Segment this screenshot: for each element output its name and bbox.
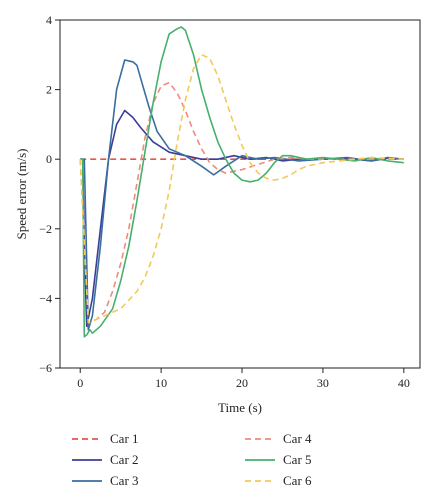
series-line-car-2 bbox=[80, 109, 404, 328]
y-tick-label: −6 bbox=[39, 361, 52, 375]
plot-frame bbox=[59, 19, 421, 369]
legend-label: Car 3 bbox=[110, 473, 139, 488]
legend: Car 1 Car 2 Car 3 Car 4 Car 5 Car 6 bbox=[72, 431, 312, 488]
legend-label: Car 6 bbox=[283, 473, 312, 488]
y-tick-label: 0 bbox=[46, 152, 52, 166]
legend-entry-car-1: Car 1 bbox=[72, 431, 139, 446]
x-tick-label: 10 bbox=[155, 376, 167, 390]
plot-area bbox=[59, 19, 421, 369]
legend-entry-car-5: Car 5 bbox=[245, 452, 312, 467]
series-line-car-4 bbox=[79, 81, 404, 324]
y-tick-label: −4 bbox=[39, 291, 52, 305]
y-axis: −6 −4 −2 0 2 4 bbox=[39, 13, 60, 375]
y-tick-label: 2 bbox=[46, 83, 52, 97]
legend-entry-car-2: Car 2 bbox=[72, 452, 139, 467]
x-axis-label: Time (s) bbox=[218, 400, 262, 415]
legend-entry-car-3: Car 3 bbox=[72, 473, 139, 488]
x-axis: 0 10 20 30 40 bbox=[77, 368, 410, 390]
x-tick-label: 0 bbox=[77, 376, 83, 390]
series-line-car-6 bbox=[79, 53, 404, 324]
x-tick-label: 20 bbox=[236, 376, 248, 390]
legend-label: Car 2 bbox=[110, 452, 139, 467]
legend-label: Car 4 bbox=[283, 431, 312, 446]
series-line-car-3 bbox=[80, 59, 404, 331]
y-tick-label: 4 bbox=[46, 13, 52, 27]
legend-entry-car-6: Car 6 bbox=[245, 473, 312, 488]
x-tick-label: 40 bbox=[398, 376, 410, 390]
y-tick-label: −2 bbox=[39, 222, 52, 236]
legend-label: Car 1 bbox=[110, 431, 139, 446]
series-line-car-5 bbox=[80, 26, 404, 338]
legend-label: Car 5 bbox=[283, 452, 312, 467]
legend-entry-car-4: Car 4 bbox=[245, 431, 312, 446]
x-tick-label: 30 bbox=[317, 376, 329, 390]
y-axis-label: Speed error (m/s) bbox=[14, 149, 29, 240]
